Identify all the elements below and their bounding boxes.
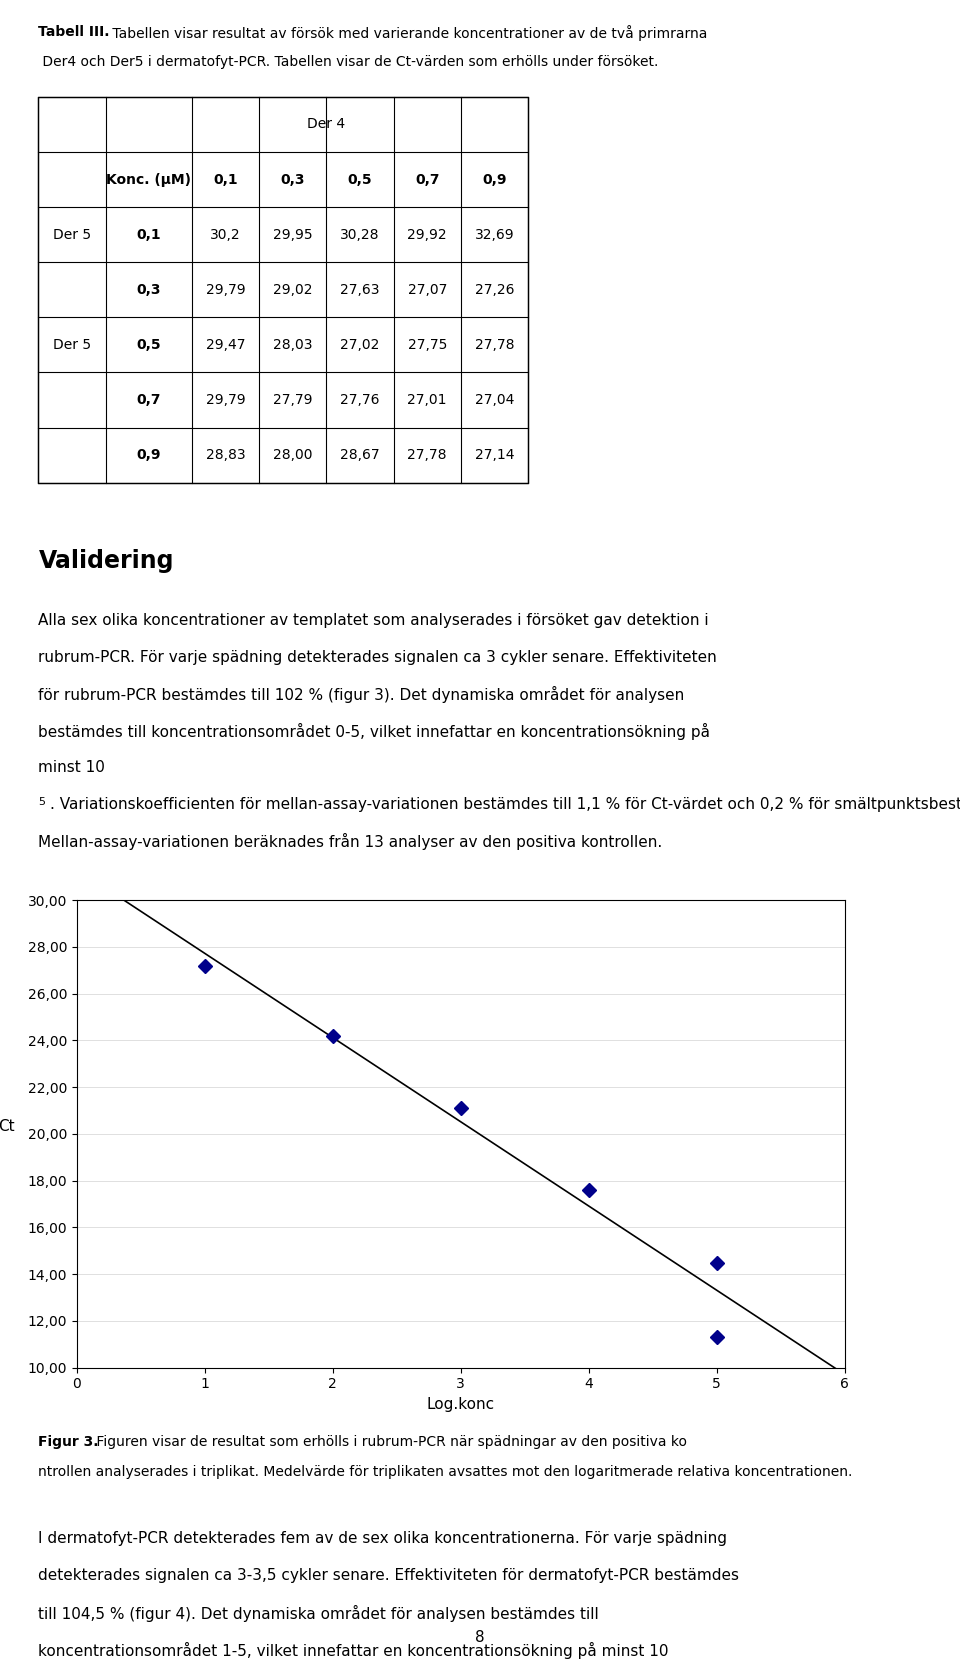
Text: 27,07: 27,07 xyxy=(407,282,447,297)
Text: Tabell III.: Tabell III. xyxy=(38,25,109,38)
Text: 0,9: 0,9 xyxy=(136,448,161,463)
Text: 0,7: 0,7 xyxy=(136,392,161,407)
Text: 0,3: 0,3 xyxy=(136,282,161,297)
Text: 0,5: 0,5 xyxy=(348,172,372,187)
Text: 5: 5 xyxy=(38,797,45,807)
Text: för rubrum-PCR bestämdes till 102 % (figur 3). Det dynamiska området för analyse: för rubrum-PCR bestämdes till 102 % (fig… xyxy=(38,686,684,703)
Text: 27,04: 27,04 xyxy=(474,392,515,407)
Text: 27,02: 27,02 xyxy=(340,337,380,352)
Text: Validering: Validering xyxy=(38,549,174,573)
Text: 27,76: 27,76 xyxy=(340,392,380,407)
Text: minst 10: minst 10 xyxy=(38,760,106,775)
Text: ntrollen analyserades i triplikat. Medelvärde för triplikaten avsattes mot den l: ntrollen analyserades i triplikat. Medel… xyxy=(38,1465,852,1478)
Text: 0,5: 0,5 xyxy=(136,337,161,352)
Text: 29,92: 29,92 xyxy=(407,227,447,242)
Text: 0,9: 0,9 xyxy=(482,172,507,187)
Text: 29,47: 29,47 xyxy=(205,337,246,352)
Y-axis label: Ct: Ct xyxy=(0,1119,15,1134)
Text: detekterades signalen ca 3-3,5 cykler senare. Effektiviteten för dermatofyt-PCR : detekterades signalen ca 3-3,5 cykler se… xyxy=(38,1568,739,1583)
Text: 27,14: 27,14 xyxy=(474,448,515,463)
Text: 27,78: 27,78 xyxy=(407,448,447,463)
X-axis label: Log.konc: Log.konc xyxy=(427,1398,494,1413)
Text: 27,26: 27,26 xyxy=(474,282,515,297)
Text: Tabellen visar resultat av försök med varierande koncentrationer av de två primr: Tabellen visar resultat av försök med va… xyxy=(108,25,707,42)
Text: 0,3: 0,3 xyxy=(280,172,305,187)
Text: Der 5: Der 5 xyxy=(53,337,91,352)
Text: 28,83: 28,83 xyxy=(205,448,246,463)
Text: 27,01: 27,01 xyxy=(407,392,447,407)
Text: 29,95: 29,95 xyxy=(273,227,313,242)
Text: 8: 8 xyxy=(475,1630,485,1645)
Text: till 104,5 % (figur 4). Det dynamiska området för analysen bestämdes till: till 104,5 % (figur 4). Det dynamiska om… xyxy=(38,1605,599,1622)
Text: 0,1: 0,1 xyxy=(213,172,238,187)
Text: rubrum-PCR. För varje spädning detekterades signalen ca 3 cykler senare. Effekti: rubrum-PCR. För varje spädning detektera… xyxy=(38,650,717,665)
Text: Der4 och Der5 i dermatofyt-PCR. Tabellen visar de Ct-värden som erhölls under fö: Der4 och Der5 i dermatofyt-PCR. Tabellen… xyxy=(38,55,659,68)
Text: 32,69: 32,69 xyxy=(474,227,515,242)
Text: Alla sex olika koncentrationer av templatet som analyserades i försöket gav dete: Alla sex olika koncentrationer av templa… xyxy=(38,613,709,628)
Text: Konc. (μM): Konc. (μM) xyxy=(107,172,191,187)
Text: I dermatofyt-PCR detekterades fem av de sex olika koncentrationerna. För varje s: I dermatofyt-PCR detekterades fem av de … xyxy=(38,1531,728,1546)
Text: 28,67: 28,67 xyxy=(340,448,380,463)
Text: 0,1: 0,1 xyxy=(136,227,161,242)
Text: Mellan-assay-variationen beräknades från 13 analyser av den positiva kontrollen.: Mellan-assay-variationen beräknades från… xyxy=(38,833,662,850)
Text: 29,79: 29,79 xyxy=(205,392,246,407)
Text: 29,02: 29,02 xyxy=(273,282,313,297)
Text: 27,78: 27,78 xyxy=(474,337,515,352)
Text: Figur 3.: Figur 3. xyxy=(38,1435,99,1448)
Text: 0,7: 0,7 xyxy=(415,172,440,187)
Text: 29,79: 29,79 xyxy=(205,282,246,297)
Text: 27,75: 27,75 xyxy=(407,337,447,352)
Text: bestämdes till koncentrationsområdet 0-5, vilket innefattar en koncentrationsökn: bestämdes till koncentrationsområdet 0-5… xyxy=(38,723,710,740)
Text: 28,03: 28,03 xyxy=(273,337,313,352)
Text: 30,2: 30,2 xyxy=(210,227,241,242)
Bar xyxy=(38,97,528,483)
Text: Der 5: Der 5 xyxy=(53,227,91,242)
Text: Figuren visar de resultat som erhölls i rubrum-PCR när spädningar av den positiv: Figuren visar de resultat som erhölls i … xyxy=(92,1435,687,1448)
Text: Der 4: Der 4 xyxy=(307,117,346,132)
Text: . Variationskoefficienten för mellan-assay-variationen bestämdes till 1,1 % för : . Variationskoefficienten för mellan-ass… xyxy=(50,797,960,812)
Text: 27,63: 27,63 xyxy=(340,282,380,297)
Text: 27,79: 27,79 xyxy=(273,392,313,407)
Text: koncentrationsområdet 1-5, vilket innefattar en koncentrationsökning på minst 10: koncentrationsområdet 1-5, vilket innefa… xyxy=(38,1642,669,1658)
Text: 28,00: 28,00 xyxy=(273,448,313,463)
Text: 30,28: 30,28 xyxy=(340,227,380,242)
